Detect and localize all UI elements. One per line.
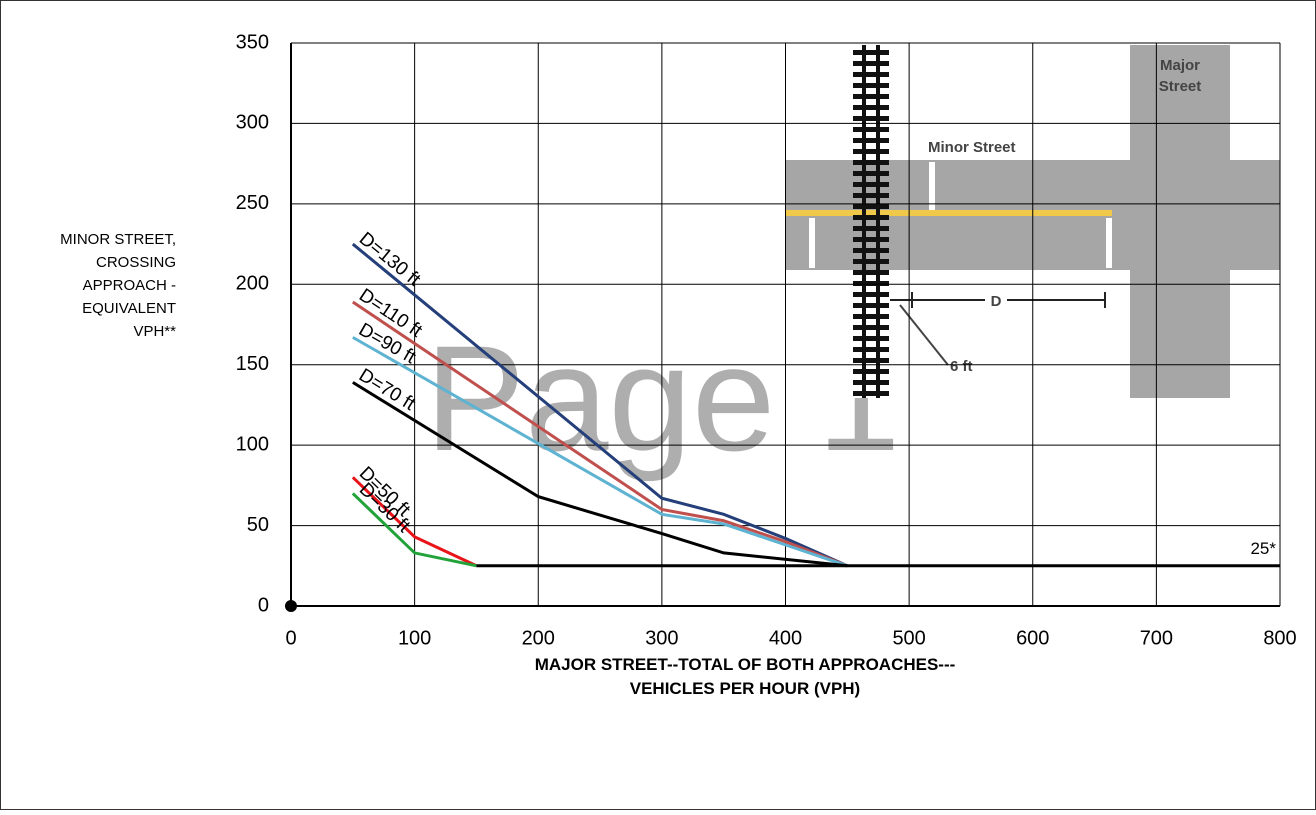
x-tick-label: 200 (522, 627, 555, 649)
x-tick-label: 100 (398, 627, 431, 649)
y-tick-label: 0 (258, 594, 269, 616)
rail-tie (853, 248, 889, 253)
rail-tie (853, 292, 889, 297)
rail-tie (853, 325, 889, 330)
series-line (351, 300, 848, 568)
rail-tie (853, 83, 889, 88)
rail-tie (853, 259, 889, 264)
x-tick-label: 600 (1016, 627, 1049, 649)
label-bg (985, 290, 1007, 310)
y-tick-label: 100 (236, 433, 269, 455)
y-axis-label: APPROACH - (83, 277, 176, 294)
stop-bar (929, 162, 935, 210)
rail-tie (853, 149, 889, 154)
series-line (351, 242, 848, 568)
y-tick-label: 50 (247, 514, 269, 536)
y-axis-label: EQUIVALENT (82, 300, 176, 317)
y-axis-label: CROSSING (96, 254, 176, 271)
curbs (786, 45, 1280, 398)
x-tick-label: 0 (285, 627, 296, 649)
rail-tie (853, 72, 889, 77)
y-tick-label: 350 (236, 31, 269, 53)
x-tick-label: 800 (1263, 627, 1296, 649)
rail-tie (853, 237, 889, 242)
rail-tie (853, 380, 889, 385)
rail-tie (853, 270, 889, 275)
y-tick-label: 300 (236, 112, 269, 134)
rail-tie (853, 116, 889, 121)
rail-tie (853, 160, 889, 165)
x-tick-label: 700 (1140, 627, 1173, 649)
series-line (352, 336, 848, 568)
series-line (352, 381, 848, 568)
origin-dot (285, 600, 297, 612)
rail (862, 45, 866, 398)
rail-tie (853, 215, 889, 220)
rail-tie (853, 369, 889, 374)
rail-tie (853, 358, 889, 363)
y-tick-label: 200 (236, 273, 269, 295)
rail-tie (853, 204, 889, 209)
rail-tie (853, 347, 889, 352)
y-axis-label: VPH** (133, 323, 176, 340)
rail-tie (853, 171, 889, 176)
leader-line (899, 304, 949, 366)
x-axis-label: MAJOR STREET--TOTAL OF BOTH APPROACHES--… (535, 655, 956, 674)
rail (876, 45, 880, 398)
rail-tie (853, 61, 889, 66)
x-tick-label: 500 (892, 627, 925, 649)
rail-tie (853, 391, 889, 396)
series-label: 25* (1250, 539, 1276, 558)
center-line (786, 210, 1112, 216)
minor-street-label: Minor Street (928, 139, 1016, 156)
y-tick-label: 150 (236, 353, 269, 375)
series-line (351, 476, 478, 568)
stop-bar (809, 218, 815, 268)
distance-label: D (991, 293, 1002, 310)
major-road (1130, 45, 1230, 398)
rail-tie (853, 94, 889, 99)
x-tick-label: 300 (645, 627, 678, 649)
major-street-label: Major (1160, 57, 1200, 74)
rail-tie (853, 281, 889, 286)
rail-tie (853, 127, 889, 132)
railroad (853, 45, 889, 398)
x-axis-label: VEHICLES PER HOUR (VPH) (630, 679, 860, 698)
rail-tie (853, 303, 889, 308)
rail-tie (853, 314, 889, 319)
y-axis-label: MINOR STREET, (60, 231, 176, 248)
rail-tie (853, 226, 889, 231)
y-tick-label: 250 (236, 192, 269, 214)
major-street-label: Street (1159, 78, 1202, 95)
rail-tie (853, 336, 889, 341)
x-tick-label: 400 (769, 627, 802, 649)
rail-tie (853, 138, 889, 143)
rail-tie (853, 105, 889, 110)
series-line (351, 492, 477, 568)
rail-tie (853, 50, 889, 55)
offset-label: 6 ft (950, 358, 973, 375)
stop-bar (1106, 218, 1112, 268)
rail-tie (853, 193, 889, 198)
rail-tie (853, 182, 889, 187)
